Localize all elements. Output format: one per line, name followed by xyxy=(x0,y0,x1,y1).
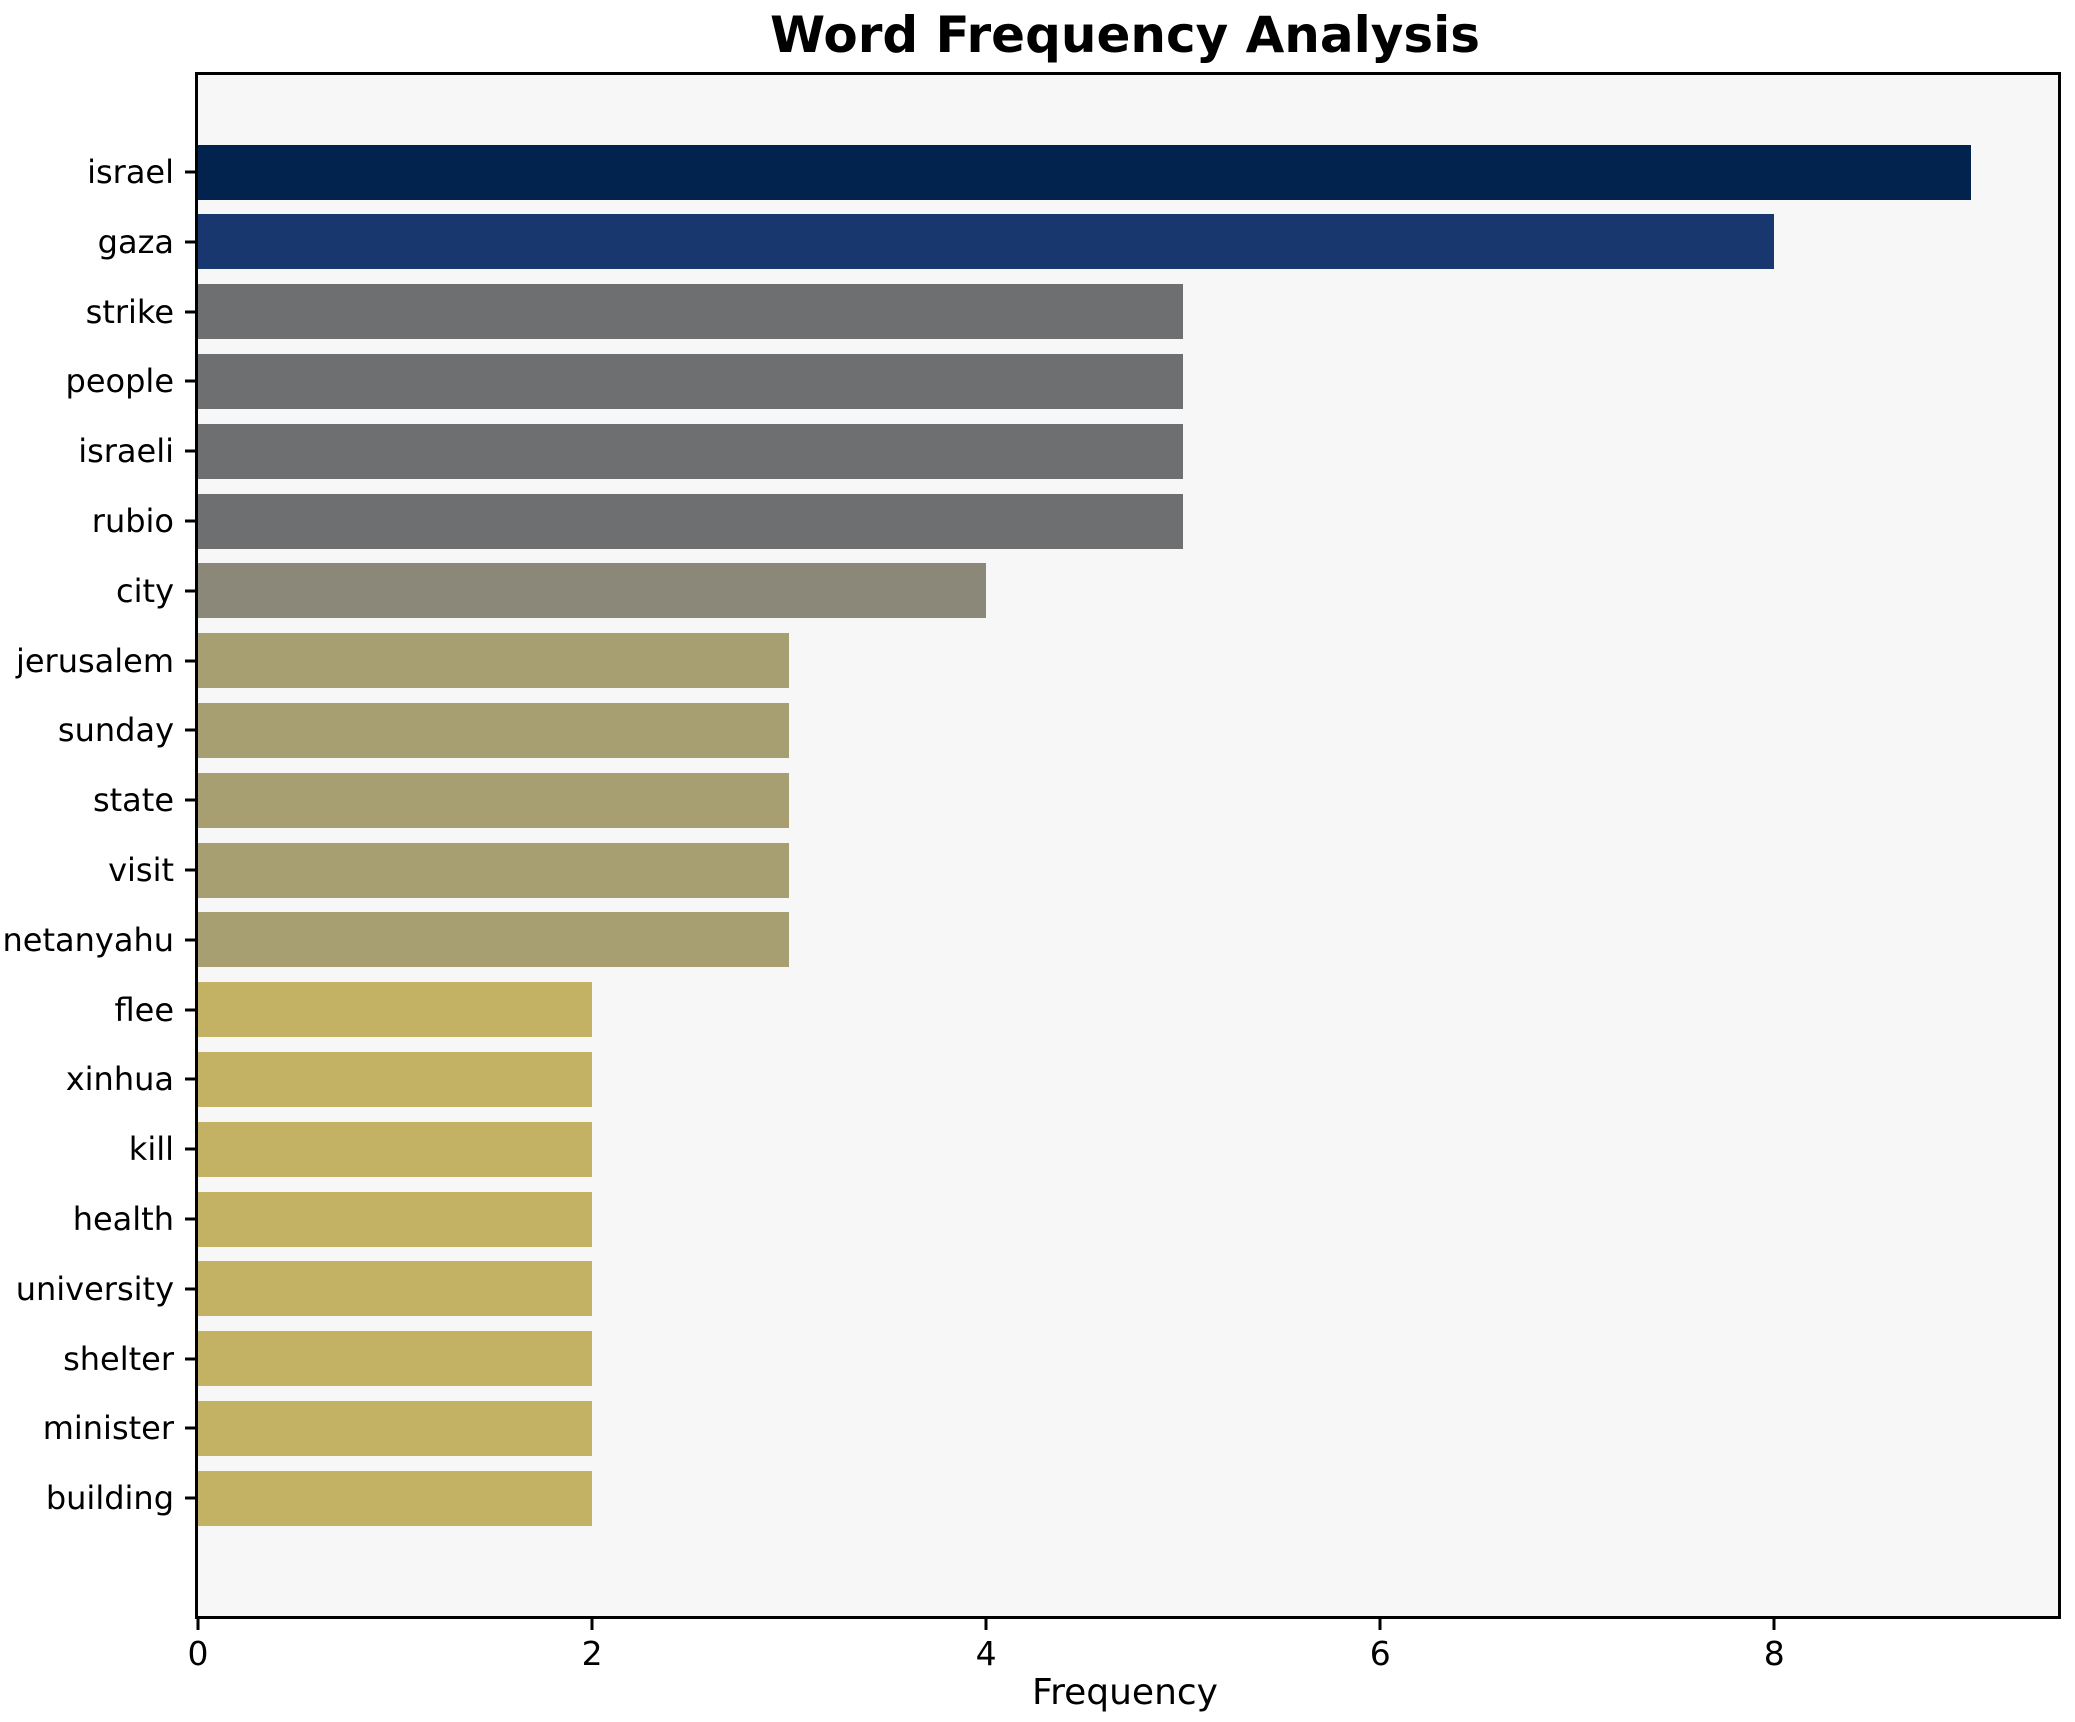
category-label: xinhua xyxy=(65,1060,174,1099)
bar-row: state xyxy=(93,772,2058,828)
bar-row: flee xyxy=(114,982,2058,1038)
x-tick-mark xyxy=(1378,1619,1382,1630)
category-label: building xyxy=(45,1479,174,1518)
bar xyxy=(198,214,1775,270)
y-tick xyxy=(185,519,195,523)
bar-row: minister xyxy=(43,1400,2058,1456)
y-tick xyxy=(185,1357,195,1361)
y-tick xyxy=(185,1426,195,1430)
bar xyxy=(198,1261,593,1317)
bar xyxy=(198,702,790,758)
y-tick xyxy=(185,1496,195,1500)
y-tick xyxy=(185,589,195,593)
category-label: netanyahu xyxy=(2,920,174,959)
bar-row: rubio xyxy=(92,493,2058,549)
bar-row: city xyxy=(116,563,2058,619)
y-tick xyxy=(185,1147,195,1151)
bar-row: university xyxy=(16,1261,2058,1317)
category-label: israeli xyxy=(78,432,174,471)
bar xyxy=(198,1400,593,1456)
bar xyxy=(198,1051,593,1107)
x-tick-label: 8 xyxy=(1763,1634,1785,1673)
category-label: kill xyxy=(128,1130,174,1169)
category-label: minister xyxy=(42,1409,174,1448)
y-tick xyxy=(185,170,195,174)
bar-row: strike xyxy=(86,284,2058,340)
x-tick-label: 4 xyxy=(975,1634,997,1673)
x-tick-label: 0 xyxy=(187,1634,209,1673)
bar xyxy=(198,1121,593,1177)
y-tick xyxy=(185,798,195,802)
bar-row: netanyahu xyxy=(2,912,2058,968)
x-axis: 0 2 4 6 8 xyxy=(188,1616,2061,1686)
category-label: university xyxy=(15,1269,174,1308)
bar xyxy=(198,284,1184,340)
category-label: state xyxy=(92,781,174,820)
bar-row: kill xyxy=(129,1121,2058,1177)
x-tick-mark xyxy=(1772,1619,1776,1630)
y-tick xyxy=(185,1287,195,1291)
y-tick xyxy=(185,938,195,942)
bar-row: israeli xyxy=(78,423,2058,479)
x-tick-label: 2 xyxy=(581,1634,603,1673)
x-axis-label: Frequency xyxy=(1032,1672,1218,1713)
bar-row: building xyxy=(46,1470,2058,1526)
bar xyxy=(198,1470,593,1526)
bar xyxy=(198,144,1972,200)
bar xyxy=(198,353,1184,409)
category-label: city xyxy=(116,571,174,610)
bar xyxy=(198,423,1184,479)
y-tick xyxy=(185,1077,195,1081)
bar-row: gaza xyxy=(98,214,2058,270)
bar xyxy=(198,912,790,968)
bar-row: sunday xyxy=(58,702,2058,758)
y-tick xyxy=(185,728,195,732)
plot-area: israel gaza strike people israeli rubio city je… xyxy=(2,72,2061,1619)
x-tick-label: 6 xyxy=(1369,1634,1391,1673)
bar xyxy=(198,982,593,1038)
category-label: strike xyxy=(85,292,174,331)
y-tick xyxy=(185,868,195,872)
category-label: israel xyxy=(87,153,174,191)
bar xyxy=(198,842,790,898)
category-label: rubio xyxy=(91,502,174,540)
y-tick xyxy=(185,659,195,663)
bar xyxy=(198,1331,593,1387)
bar xyxy=(198,633,790,689)
bar-row: visit xyxy=(108,842,2058,898)
y-tick xyxy=(185,1008,195,1012)
y-tick xyxy=(185,1217,195,1221)
y-tick xyxy=(185,379,195,383)
bar-row: jerusalem xyxy=(16,633,2058,689)
y-tick xyxy=(185,310,195,314)
category-label: sunday xyxy=(57,711,174,750)
category-label: gaza xyxy=(97,222,174,261)
bar-row: israel xyxy=(87,144,2058,200)
bar xyxy=(198,1191,593,1247)
x-tick-mark xyxy=(590,1619,594,1630)
category-label: visit xyxy=(108,851,174,889)
bar-row: xinhua xyxy=(66,1051,2058,1107)
bar xyxy=(198,772,790,828)
category-label: flee xyxy=(114,990,174,1029)
category-label: people xyxy=(65,362,174,401)
bar xyxy=(198,563,987,619)
category-label: jerusalem xyxy=(15,641,174,680)
bar-row: people xyxy=(66,353,2058,409)
bar-row: shelter xyxy=(63,1331,2058,1387)
x-tick-mark xyxy=(984,1619,988,1630)
y-tick xyxy=(185,240,195,244)
x-tick-mark xyxy=(196,1619,200,1630)
category-label: shelter xyxy=(63,1339,174,1378)
chart-title: Word Frequency Analysis xyxy=(769,6,1481,64)
category-label: health xyxy=(72,1200,174,1238)
bar xyxy=(198,493,1184,549)
bars-container: israel gaza strike people israeli rubio city je… xyxy=(2,75,2058,1616)
y-tick xyxy=(185,449,195,453)
bar-row: health xyxy=(73,1191,2058,1247)
